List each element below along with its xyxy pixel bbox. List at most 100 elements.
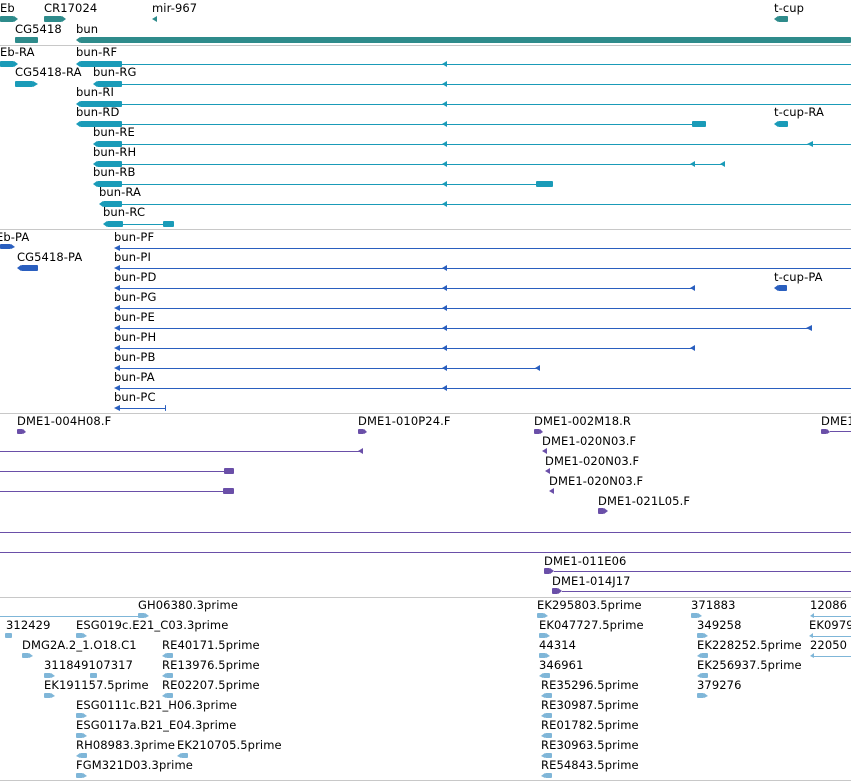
transcript-glyph-bun-ri[interactable] [80, 101, 122, 107]
est-marker[interactable] [138, 613, 145, 618]
transcript-label-bun-rf[interactable]: bun-RF [76, 46, 118, 59]
protein-label-bun-ph[interactable]: bun-PH [114, 330, 157, 344]
transcript-glyph-bun-re[interactable] [97, 141, 122, 147]
transcript-glyph-eb-ra[interactable] [0, 61, 14, 67]
protein-label-bun-pd[interactable]: bun-PD [114, 270, 157, 284]
est-label[interactable]: RE40171.5prime [162, 638, 260, 652]
clone-label-dme1-cut[interactable]: DME1 [821, 414, 851, 428]
est-label[interactable]: 379276 [697, 678, 742, 692]
est-marker[interactable] [166, 673, 173, 678]
est-marker[interactable] [90, 673, 97, 678]
est-label[interactable]: ESG0111c.B21_H06.3prime [76, 698, 238, 712]
transcript-label-bun-rg[interactable]: bun-RG [93, 65, 137, 79]
est-marker[interactable] [701, 673, 708, 678]
transcript-glyph-cg5418-ra[interactable] [15, 81, 33, 87]
gene-glyph-t-cup[interactable] [778, 16, 788, 22]
protein-label-bun-pf[interactable]: bun-PF [114, 230, 155, 244]
transcript-label-bun-rd[interactable]: bun-RD [76, 105, 120, 119]
est-marker[interactable] [691, 613, 698, 618]
est-marker[interactable] [44, 673, 51, 678]
clone-label-dme1-004h08-f[interactable]: DME1-004H08.F [17, 414, 112, 428]
est-label[interactable]: 312429 [6, 618, 51, 632]
gene-glyph-cg5418[interactable] [15, 37, 38, 43]
est-marker[interactable] [545, 713, 552, 718]
est-label[interactable]: RE02207.5prime [162, 678, 260, 692]
est-marker[interactable] [697, 693, 704, 698]
est-marker[interactable] [545, 753, 552, 758]
protein-glyph-cg5418-pa[interactable] [21, 265, 38, 271]
est-marker[interactable] [76, 633, 83, 638]
gene-label-eb[interactable]: Eb [0, 1, 15, 15]
est-label[interactable]: GH06380.3prime [138, 598, 239, 612]
transcript-glyph-bun-rc[interactable] [107, 221, 123, 227]
est-marker[interactable] [44, 693, 51, 698]
est-label[interactable]: RE01782.5prime [541, 718, 639, 732]
est-label[interactable]: EK295803.5prime [537, 598, 642, 612]
gene-glyph-eb[interactable] [0, 16, 14, 22]
gene-glyph-cr17024[interactable] [44, 16, 62, 22]
est-label[interactable]: RE54843.5prime [541, 758, 639, 772]
transcript-label-bun-rh[interactable]: bun-RH [93, 145, 137, 159]
est-label[interactable]: 44314 [539, 638, 577, 652]
est-label[interactable]: ESG019c.E21_C03.3prime [76, 618, 229, 632]
transcript-glyph-bun-ra[interactable] [103, 201, 122, 207]
est-marker[interactable] [22, 653, 29, 658]
est-label[interactable]: 349258 [697, 618, 742, 632]
transcript-glyph-bun-rd[interactable] [80, 121, 122, 127]
clone-marker[interactable] [821, 429, 827, 434]
est-marker[interactable] [80, 753, 87, 758]
clone-label-dme1-011e06[interactable]: DME1-011E06 [544, 554, 627, 568]
protein-label-bun-pa[interactable]: bun-PA [114, 370, 155, 384]
est-label[interactable]: 22050 [810, 638, 848, 652]
protein-label-bun-pc[interactable]: bun-PC [114, 390, 156, 404]
transcript-glyph-bun-rh[interactable] [97, 161, 122, 167]
est-marker[interactable] [76, 733, 83, 738]
est-marker[interactable] [5, 633, 12, 638]
clone-label-dme1-002m18-r[interactable]: DME1-002M18.R [534, 414, 631, 428]
est-marker[interactable] [545, 733, 552, 738]
protein-label-bun-pe[interactable]: bun-PE [114, 310, 155, 324]
est-label[interactable]: EK256937.5prime [697, 658, 802, 672]
est-marker[interactable] [545, 773, 552, 778]
transcript-label-t-cup-ra[interactable]: t-cup-RA [774, 105, 824, 119]
est-marker[interactable] [181, 753, 188, 758]
transcript-label-bun-ri[interactable]: bun-RI [76, 85, 115, 99]
est-marker[interactable] [545, 693, 552, 698]
clone-label-dme1-021l05-f[interactable]: DME1-021L05.F [598, 494, 691, 508]
clone-label-dme1-020n03-f-2[interactable]: DME1-020N03.F [545, 454, 640, 468]
clone-marker[interactable] [534, 429, 540, 434]
est-label[interactable]: ESG0117a.B21_E04.3prime [76, 718, 237, 732]
clone-label-dme1-010p24-f[interactable]: DME1-010P24.F [358, 414, 451, 428]
clone-label-dme1-014j17[interactable]: DME1-014J17 [552, 574, 631, 588]
est-marker[interactable] [76, 773, 83, 778]
gene-glyph-bun[interactable] [80, 37, 851, 43]
est-label[interactable]: EK228252.5prime [697, 638, 802, 652]
est-label[interactable]: RH08983.3prime [76, 738, 176, 752]
est-label[interactable]: RE13976.5prime [162, 658, 260, 672]
protein-label-bun-pi[interactable]: bun-PI [114, 250, 151, 264]
est-marker[interactable] [166, 693, 173, 698]
transcript-glyph-bun-rf[interactable] [80, 61, 122, 67]
transcript-glyph-t-cup-ra[interactable] [778, 121, 788, 127]
transcript-label-bun-rb[interactable]: bun-RB [93, 165, 136, 179]
protein-label-t-cup-pa[interactable]: t-cup-PA [774, 270, 823, 284]
est-marker[interactable] [537, 613, 544, 618]
est-label[interactable]: 12086 [810, 598, 848, 612]
est-label[interactable]: 311849107317 [44, 658, 133, 672]
clone-label-dme1-020n03-f-1[interactable]: DME1-020N03.F [542, 434, 637, 448]
est-marker[interactable] [539, 653, 546, 658]
est-label[interactable]: FGM321D03.3prime [76, 758, 193, 772]
est-label[interactable]: EK0979 [809, 618, 851, 632]
transcript-glyph-bun-rb[interactable] [97, 181, 122, 187]
gene-label-t-cup[interactable]: t-cup [774, 1, 805, 15]
est-marker[interactable] [543, 673, 550, 678]
transcript-label-bun-re[interactable]: bun-RE [93, 125, 135, 139]
est-label[interactable]: RE35296.5prime [541, 678, 639, 692]
protein-label-bun-pb[interactable]: bun-PB [114, 350, 156, 364]
clone-label-dme1-020n03-f-3[interactable]: DME1-020N03.F [549, 474, 644, 488]
est-label[interactable]: EK191157.5prime [44, 678, 149, 692]
est-label[interactable]: EK210705.5prime [177, 738, 282, 752]
clone-marker[interactable] [358, 429, 364, 434]
protein-label-cg5418-pa[interactable]: CG5418-PA [17, 250, 83, 264]
est-label[interactable]: 346961 [539, 658, 584, 672]
